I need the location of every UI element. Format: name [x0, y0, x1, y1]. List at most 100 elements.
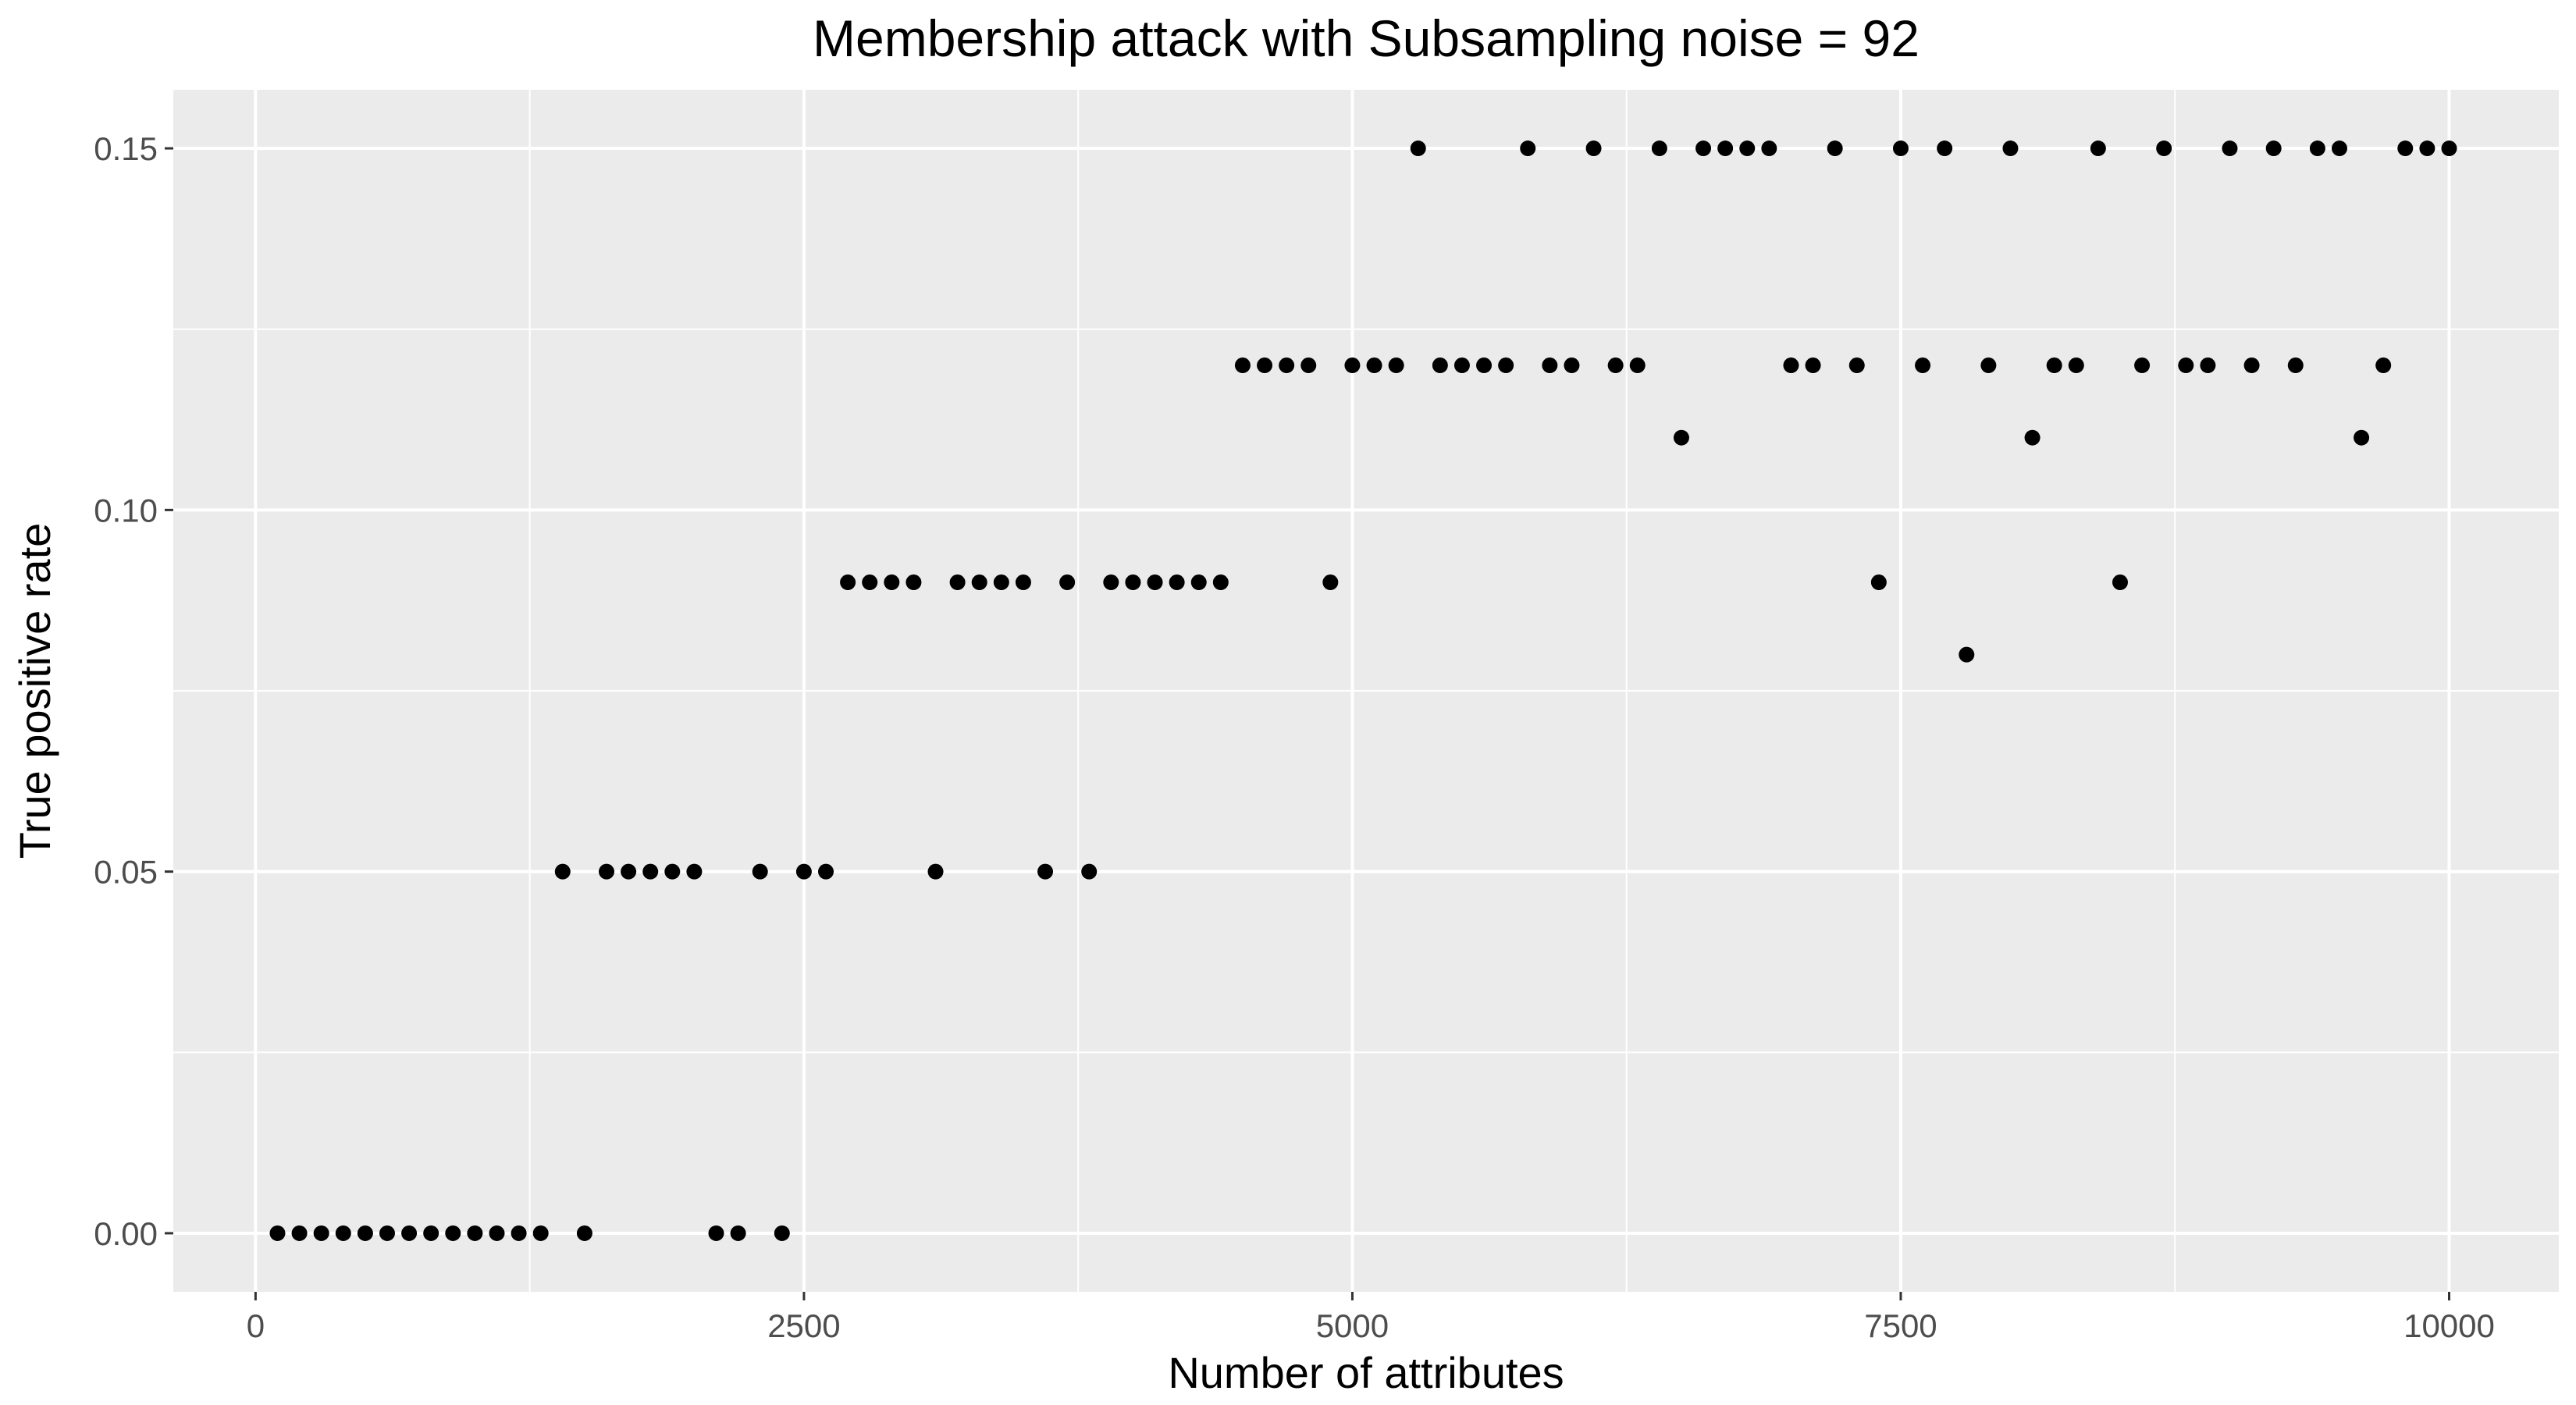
- data-point: [2002, 140, 2019, 157]
- data-point: [1344, 357, 1361, 374]
- data-point: [1257, 357, 1273, 374]
- data-point: [1607, 357, 1624, 374]
- data-point: [2419, 140, 2435, 157]
- data-point: [1959, 646, 1975, 663]
- data-point: [1015, 574, 1031, 591]
- data-point: [730, 1225, 746, 1241]
- data-point: [1717, 140, 1734, 157]
- data-point: [906, 574, 922, 591]
- data-point: [1366, 357, 1382, 374]
- data-point: [1651, 140, 1667, 157]
- data-point: [2222, 140, 2238, 157]
- data-point: [1915, 357, 1931, 374]
- data-point: [1125, 574, 1141, 591]
- data-point: [752, 863, 768, 880]
- y-tick-label: 0.05: [94, 854, 158, 891]
- data-point: [621, 863, 637, 880]
- data-point: [1520, 140, 1536, 157]
- data-point: [1410, 140, 1426, 157]
- data-point: [2046, 357, 2062, 374]
- data-point: [708, 1225, 724, 1241]
- data-point: [313, 1225, 329, 1241]
- data-point: [1432, 357, 1448, 374]
- data-point: [1542, 357, 1558, 374]
- data-point: [1190, 574, 1207, 591]
- chart-title: Membership attack with Subsampling noise…: [813, 9, 1920, 67]
- data-point: [1169, 574, 1185, 591]
- data-point: [1498, 357, 1514, 374]
- y-axis-title: True positive rate: [10, 523, 59, 859]
- minor-gridlines: [173, 90, 2559, 1292]
- data-point: [1892, 140, 1909, 157]
- data-point: [1870, 574, 1887, 591]
- data-point: [2309, 140, 2325, 157]
- data-point: [774, 1225, 790, 1241]
- y-axis-ticks: 0.00 0.05 0.10 0.15: [94, 130, 173, 1252]
- data-point: [884, 574, 900, 591]
- data-point: [2156, 140, 2172, 157]
- x-tick-label: 5000: [1316, 1307, 1389, 1344]
- x-tick-label: 0: [247, 1307, 265, 1344]
- data-point: [2024, 429, 2041, 446]
- data-point: [598, 863, 614, 880]
- data-point: [2178, 357, 2194, 374]
- data-point: [840, 574, 856, 591]
- data-point: [379, 1225, 395, 1241]
- data-point: [1103, 574, 1119, 591]
- data-point: [423, 1225, 439, 1241]
- data-point: [467, 1225, 483, 1241]
- data-point: [445, 1225, 461, 1241]
- data-point: [532, 1225, 549, 1241]
- data-point: [1564, 357, 1580, 374]
- data-point: [1059, 574, 1076, 591]
- data-point: [971, 574, 987, 591]
- data-point: [1739, 140, 1756, 157]
- data-point: [1081, 863, 1098, 880]
- data-point: [2375, 357, 2392, 374]
- data-point: [1848, 357, 1865, 374]
- data-point: [993, 574, 1009, 591]
- data-point: [2200, 357, 2216, 374]
- x-tick-label: 10000: [2403, 1307, 2495, 1344]
- x-axis-title: Number of attributes: [1168, 1348, 1564, 1397]
- data-point: [686, 863, 703, 880]
- data-point: [2354, 429, 2370, 446]
- data-point: [2243, 357, 2260, 374]
- data-point: [1322, 574, 1339, 591]
- data-point: [1805, 357, 1821, 374]
- data-point: [1212, 574, 1229, 591]
- data-point: [335, 1225, 351, 1241]
- data-point: [2397, 140, 2414, 157]
- data-point: [1761, 140, 1777, 157]
- data-point: [511, 1225, 527, 1241]
- y-tick-label: 0.15: [94, 130, 158, 167]
- data-point: [795, 863, 812, 880]
- data-point: [1476, 357, 1493, 374]
- data-point: [2287, 357, 2304, 374]
- data-point: [2112, 574, 2128, 591]
- data-point: [1453, 357, 1470, 374]
- data-point: [642, 863, 659, 880]
- data-point: [1827, 140, 1843, 157]
- data-points: [269, 140, 2457, 1241]
- data-point: [1234, 357, 1251, 374]
- data-point: [949, 574, 966, 591]
- data-point: [554, 863, 571, 880]
- data-point: [1388, 357, 1404, 374]
- data-point: [1783, 357, 1799, 374]
- data-point: [1300, 357, 1317, 374]
- data-point: [291, 1225, 308, 1241]
- data-point: [862, 574, 878, 591]
- data-point: [269, 1225, 286, 1241]
- data-point: [2134, 357, 2151, 374]
- data-point: [1937, 140, 1953, 157]
- major-gridlines: [173, 90, 2559, 1292]
- data-point: [401, 1225, 418, 1241]
- data-point: [576, 1225, 592, 1241]
- data-point: [1585, 140, 1602, 157]
- data-point: [1279, 357, 1295, 374]
- data-point: [664, 863, 681, 880]
- data-point: [818, 863, 834, 880]
- y-tick-label: 0.10: [94, 492, 158, 528]
